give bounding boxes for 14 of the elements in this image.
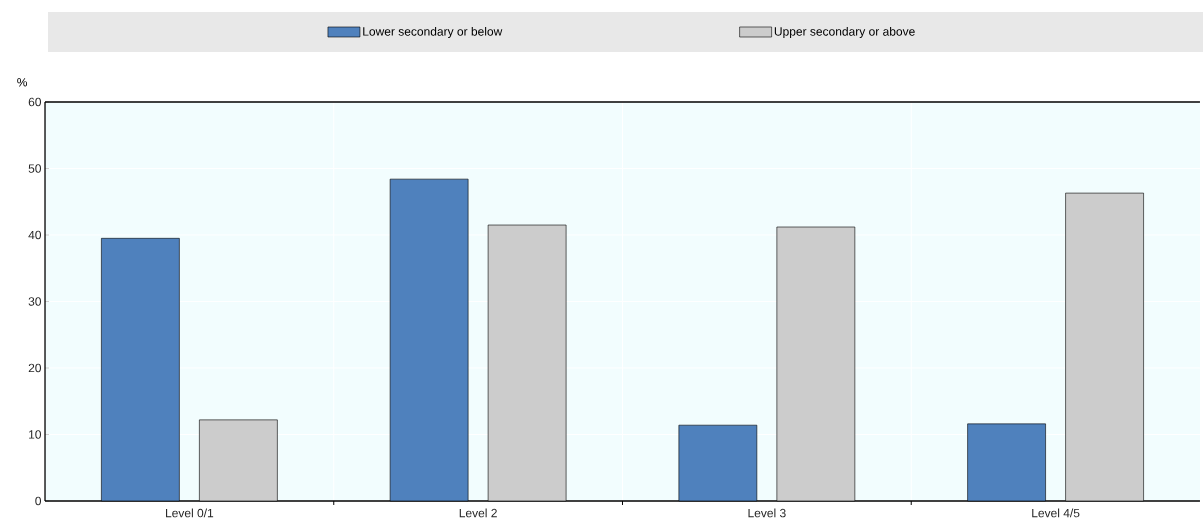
legend-label: Lower secondary or below [363, 26, 503, 39]
y-tick-label: 30 [28, 297, 42, 306]
y-tick-label: 0 [35, 496, 42, 506]
y-tick-label: 40 [28, 230, 42, 240]
x-tick-label: Level 3 [748, 508, 786, 518]
x-tick-label: Level 2 [459, 508, 497, 518]
x-tick-label: Level 0/1 [166, 508, 214, 518]
x-tick-label: Level 4/5 [1032, 508, 1080, 518]
y-tick-label: 10 [29, 430, 42, 439]
y-tick-label: 60 [28, 97, 42, 107]
legend-label: Upper secondary or above [774, 26, 915, 39]
y-tick-label: 50 [28, 164, 42, 173]
y-axis-title: % [17, 78, 28, 87]
y-tick-label: 20 [28, 363, 42, 373]
